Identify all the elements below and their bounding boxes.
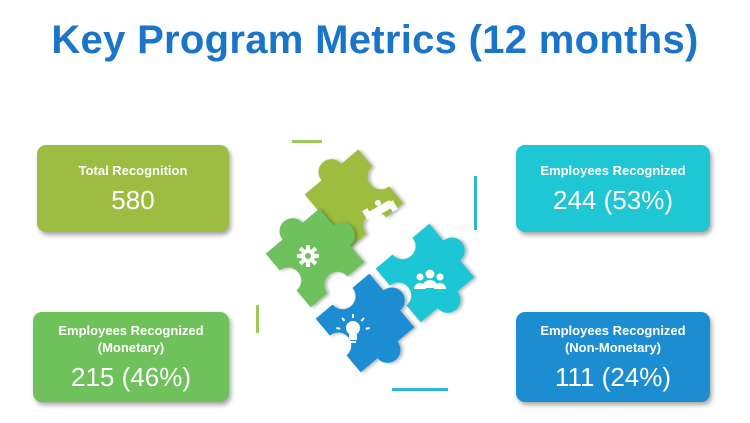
total-recognition-card: Total Recognition 580	[37, 145, 229, 232]
people-icon	[414, 269, 446, 289]
employees-recognized-card: Employees Recognized 244 (53%)	[516, 145, 710, 232]
monetary-recognized-card: Employees Recognized (Monetary) 215 (46%…	[33, 312, 229, 402]
accent-line-top	[292, 140, 322, 143]
puzzle-graphic	[265, 149, 475, 373]
card-value: 215 (46%)	[71, 361, 191, 392]
accent-line-right	[474, 176, 477, 230]
card-sublabel: (Non-Monetary)	[564, 339, 662, 355]
card-value: 111 (24%)	[554, 361, 672, 392]
card-sublabel: (Monetary)	[97, 339, 165, 355]
card-label: Employees Recognized	[540, 322, 686, 338]
card-value: 244 (53%)	[553, 184, 673, 215]
lightbulb-icon	[336, 314, 370, 343]
card-label: Employees Recognized	[58, 322, 204, 338]
page-title: Key Program Metrics (12 months)	[51, 18, 699, 62]
accent-line-left	[256, 305, 259, 333]
handshake-icon	[362, 200, 398, 220]
gear-icon	[297, 245, 319, 267]
card-label: Employees Recognized	[540, 162, 686, 178]
card-value: 580	[111, 184, 155, 215]
accent-line-bottom	[392, 388, 448, 391]
puzzle-piece-cyan	[375, 223, 475, 323]
puzzle-piece-blue	[315, 273, 415, 373]
non-monetary-recognized-card: Employees Recognized (Non-Monetary) 111 …	[516, 312, 710, 402]
card-label: Total Recognition	[78, 162, 188, 178]
